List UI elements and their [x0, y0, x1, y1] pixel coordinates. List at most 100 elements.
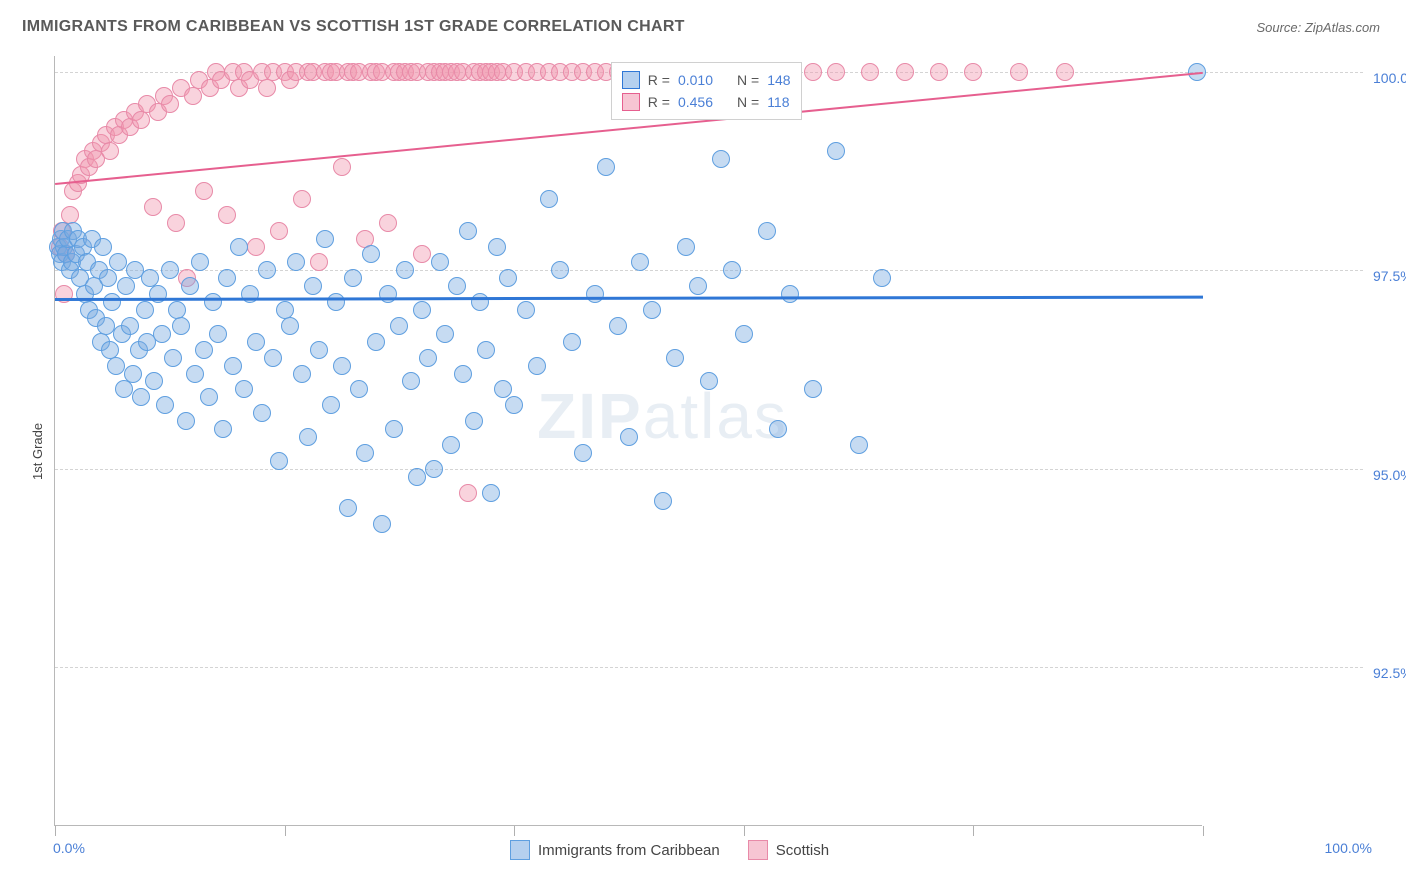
data-point-caribbean [132, 388, 150, 406]
data-point-caribbean [316, 230, 334, 248]
data-point-caribbean [287, 253, 305, 271]
data-point-scottish [101, 142, 119, 160]
r-label: R = [648, 72, 670, 88]
data-point-caribbean [758, 222, 776, 240]
data-point-caribbean [209, 325, 227, 343]
data-point-caribbean [769, 420, 787, 438]
data-point-caribbean [654, 492, 672, 510]
data-point-caribbean [164, 349, 182, 367]
x-axis-max-label: 100.0% [1325, 840, 1372, 856]
y-tick-label: 95.0% [1373, 467, 1406, 483]
n-label: N = [737, 72, 759, 88]
series-legend: Immigrants from Caribbean Scottish [510, 840, 829, 860]
data-point-caribbean [344, 269, 362, 287]
data-point-caribbean [402, 372, 420, 390]
data-point-caribbean [712, 150, 730, 168]
gridline [55, 270, 1363, 271]
data-point-caribbean [804, 380, 822, 398]
data-point-caribbean [677, 238, 695, 256]
data-point-caribbean [431, 253, 449, 271]
data-point-caribbean [609, 317, 627, 335]
data-point-caribbean [385, 420, 403, 438]
gridline [55, 667, 1363, 668]
data-point-caribbean [425, 460, 443, 478]
data-point-scottish [930, 63, 948, 81]
data-point-caribbean [597, 158, 615, 176]
trend-line-caribbean [55, 296, 1203, 301]
stats-legend: R = 0.010 N = 148 R = 0.456 N = 118 [611, 62, 802, 120]
data-point-caribbean [200, 388, 218, 406]
data-point-caribbean [195, 341, 213, 359]
data-point-caribbean [505, 396, 523, 414]
data-point-caribbean [471, 293, 489, 311]
r-value-caribbean: 0.010 [678, 72, 713, 88]
data-point-caribbean [218, 269, 236, 287]
data-point-caribbean [94, 238, 112, 256]
y-tick-label: 97.5% [1373, 268, 1406, 284]
data-point-caribbean [299, 428, 317, 446]
data-point-caribbean [781, 285, 799, 303]
data-point-caribbean [517, 301, 535, 319]
data-point-caribbean [293, 365, 311, 383]
data-point-scottish [333, 158, 351, 176]
data-point-caribbean [186, 365, 204, 383]
data-point-caribbean [107, 357, 125, 375]
y-tick-label: 100.0% [1373, 70, 1406, 86]
n-label: N = [737, 94, 759, 110]
data-point-caribbean [620, 428, 638, 446]
chart-title: IMMIGRANTS FROM CARIBBEAN VS SCOTTISH 1S… [22, 18, 685, 36]
data-point-scottish [964, 63, 982, 81]
data-point-scottish [379, 214, 397, 232]
data-point-caribbean [631, 253, 649, 271]
watermark: ZIPatlas [537, 379, 788, 453]
data-point-scottish [247, 238, 265, 256]
r-value-scottish: 0.456 [678, 94, 713, 110]
y-tick-label: 92.5% [1373, 665, 1406, 681]
data-point-scottish [218, 206, 236, 224]
data-point-caribbean [735, 325, 753, 343]
data-point-scottish [896, 63, 914, 81]
data-point-caribbean [666, 349, 684, 367]
data-point-caribbean [258, 261, 276, 279]
data-point-scottish [132, 111, 150, 129]
data-point-scottish [310, 253, 328, 271]
data-point-caribbean [827, 142, 845, 160]
data-point-scottish [1010, 63, 1028, 81]
n-value-caribbean: 148 [767, 72, 790, 88]
data-point-caribbean [540, 190, 558, 208]
data-point-caribbean [109, 253, 127, 271]
x-tick-mark [55, 826, 56, 836]
data-point-caribbean [115, 380, 133, 398]
data-point-caribbean [454, 365, 472, 383]
data-point-caribbean [499, 269, 517, 287]
x-tick-mark [973, 826, 974, 836]
x-tick-mark [514, 826, 515, 836]
data-point-caribbean [124, 365, 142, 383]
data-point-caribbean [304, 277, 322, 295]
data-point-caribbean [396, 261, 414, 279]
data-point-caribbean [477, 341, 495, 359]
x-tick-mark [285, 826, 286, 836]
data-point-caribbean [145, 372, 163, 390]
data-point-caribbean [172, 317, 190, 335]
data-point-caribbean [117, 277, 135, 295]
data-point-caribbean [136, 301, 154, 319]
data-point-caribbean [408, 468, 426, 486]
data-point-caribbean [643, 301, 661, 319]
data-point-caribbean [362, 245, 380, 263]
data-point-scottish [161, 95, 179, 113]
legend-label-caribbean: Immigrants from Caribbean [538, 842, 720, 859]
data-point-scottish [1056, 63, 1074, 81]
x-tick-mark [1203, 826, 1204, 836]
data-point-caribbean [204, 293, 222, 311]
legend-swatch-caribbean [510, 840, 530, 860]
data-point-scottish [827, 63, 845, 81]
data-point-caribbean [689, 277, 707, 295]
data-point-scottish [413, 245, 431, 263]
data-point-caribbean [181, 277, 199, 295]
data-point-scottish [184, 87, 202, 105]
legend-item-caribbean: Immigrants from Caribbean [510, 840, 720, 860]
data-point-caribbean [327, 293, 345, 311]
data-point-caribbean [494, 380, 512, 398]
data-point-scottish [167, 214, 185, 232]
